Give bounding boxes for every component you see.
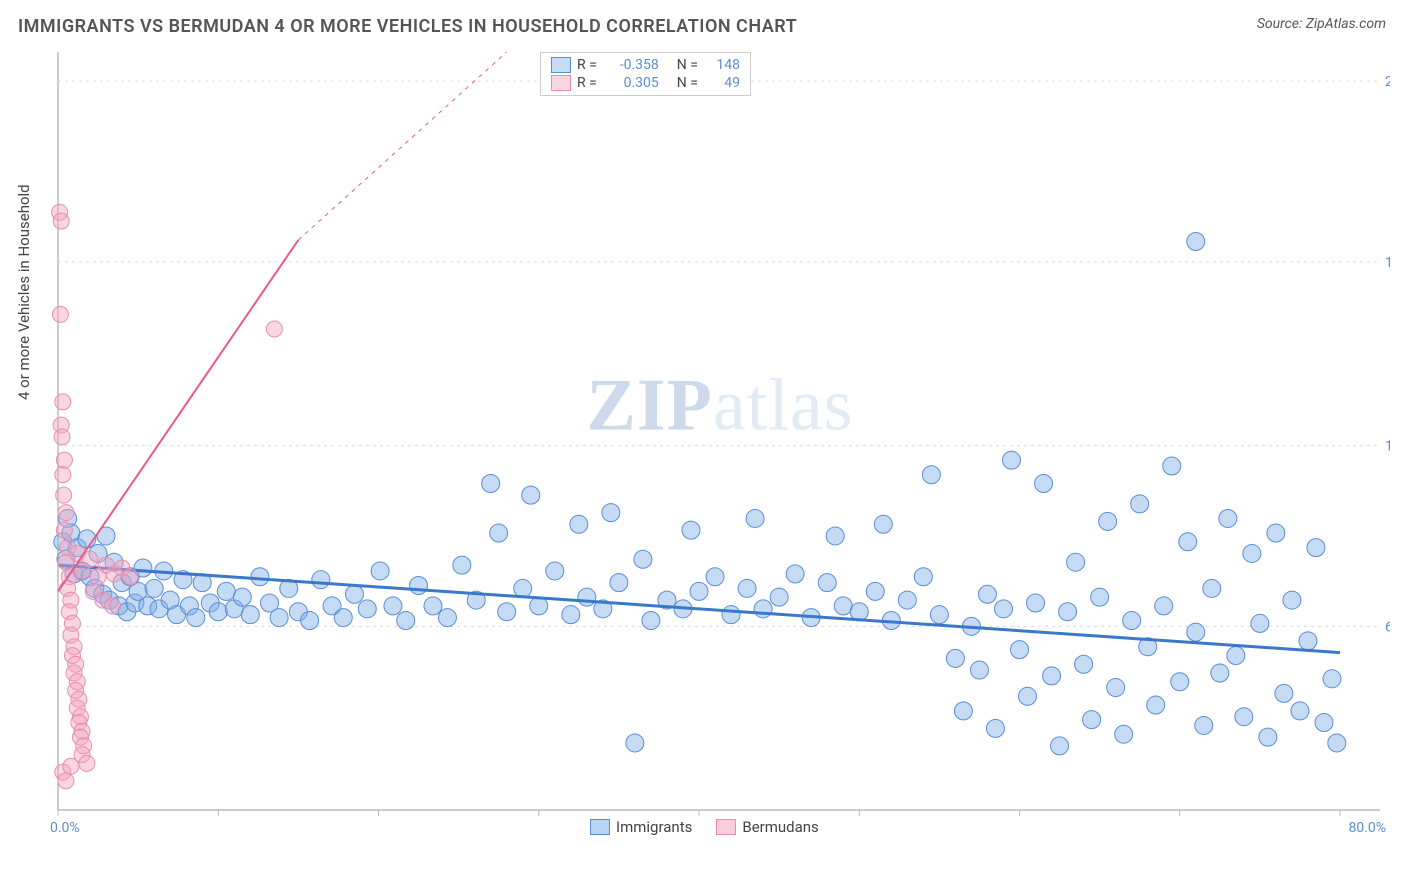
svg-text:12.5%: 12.5% bbox=[1385, 439, 1390, 455]
stats-legend: R =-0.358N =148 R =0.305N =49 bbox=[540, 52, 751, 96]
series-legend: Immigrants Bermudans bbox=[590, 818, 819, 836]
legend-item: Immigrants bbox=[590, 818, 692, 836]
svg-text:6.3%: 6.3% bbox=[1385, 619, 1390, 635]
legend-swatch bbox=[716, 819, 736, 835]
legend-swatch bbox=[590, 819, 610, 835]
svg-text:18.8%: 18.8% bbox=[1385, 255, 1390, 271]
legend-item: Bermudans bbox=[716, 818, 818, 836]
chart-title: IMMIGRANTS VS BERMUDAN 4 OR MORE VEHICLE… bbox=[18, 16, 797, 37]
x-axis-max-label: 80.0% bbox=[1348, 820, 1386, 836]
svg-text:25.0%: 25.0% bbox=[1385, 74, 1390, 90]
chart-area: 6.3%12.5%18.8%25.0% ZIPatlas R =-0.358N … bbox=[50, 50, 1390, 840]
scatter-chart: 6.3% 12.5% 18.8% 25.0% bbox=[50, 50, 1390, 840]
stats-legend-row: R =-0.358N =148 bbox=[551, 57, 740, 73]
legend-swatch bbox=[551, 75, 571, 91]
x-axis-min-label: 0.0% bbox=[50, 820, 80, 836]
y-axis-label: 4 or more Vehicles in Household bbox=[15, 184, 33, 400]
source-attribution: Source: ZipAtlas.com bbox=[1257, 16, 1386, 32]
stats-legend-row: R =0.305N =49 bbox=[551, 75, 740, 91]
legend-swatch bbox=[551, 57, 571, 73]
